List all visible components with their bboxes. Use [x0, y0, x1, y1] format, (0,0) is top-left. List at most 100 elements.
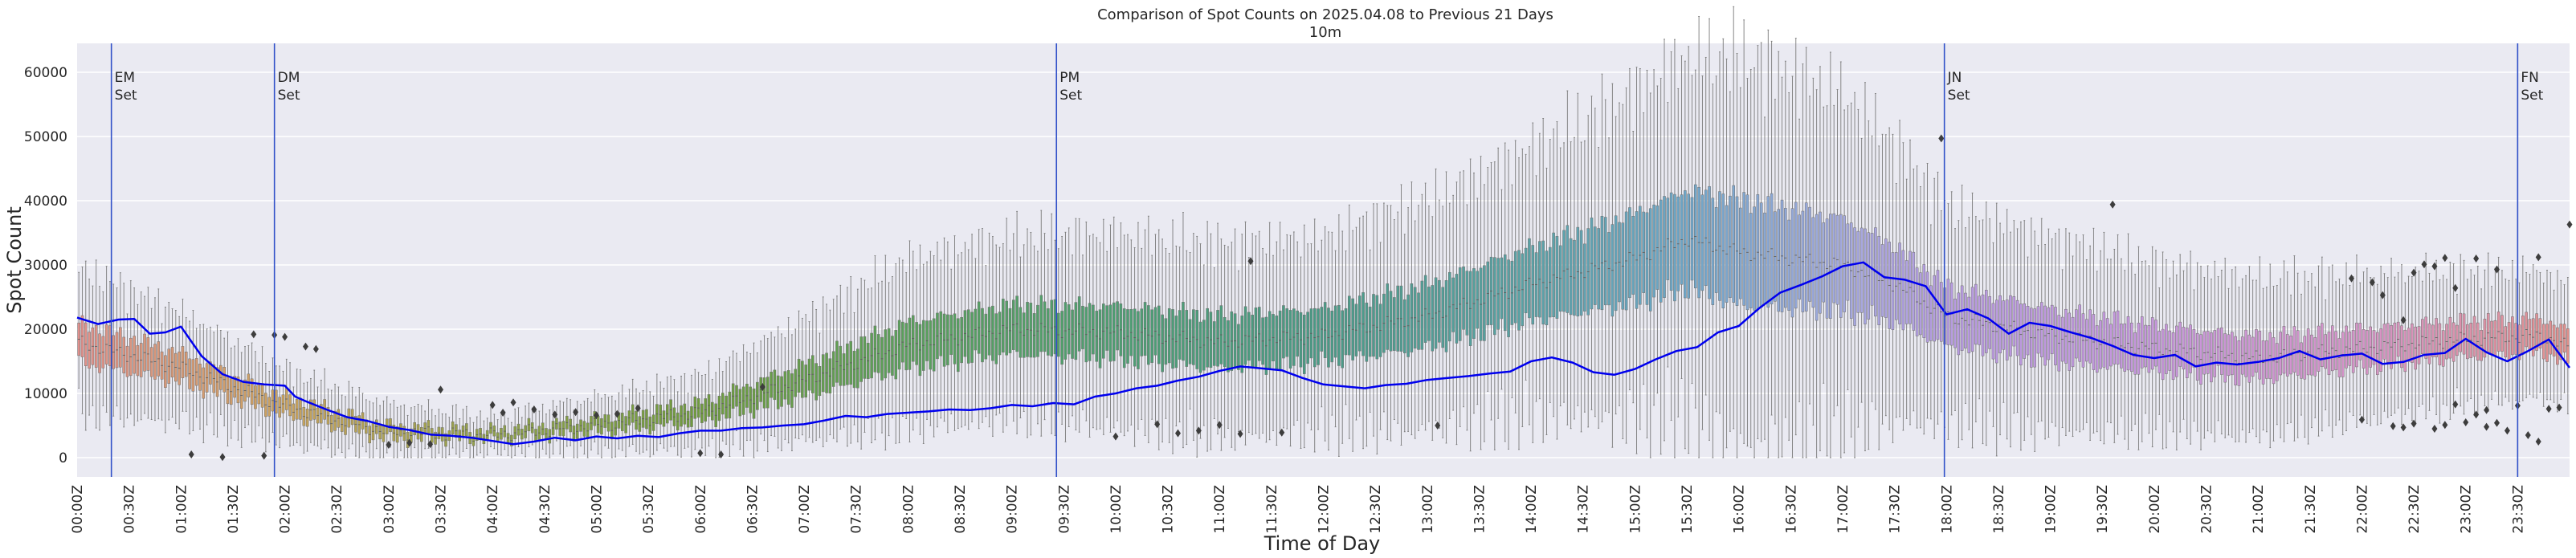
outlier-point — [718, 450, 725, 458]
outlier-point — [2545, 405, 2552, 413]
outlier-point — [1216, 421, 1223, 430]
outlier-point — [219, 453, 226, 462]
outlier-point — [312, 344, 319, 353]
outlier-point — [635, 404, 641, 413]
outlier-point — [2473, 410, 2480, 419]
x-tick-label: 03:00Z — [382, 485, 398, 534]
x-tick-label: 15:00Z — [1627, 485, 1643, 534]
outlier-point — [438, 385, 444, 394]
x-tick-label: 00:00Z — [70, 485, 86, 534]
x-tick-label: 19:00Z — [2043, 485, 2060, 534]
outlier-point — [251, 330, 257, 339]
x-tick-label: 17:30Z — [1888, 485, 1904, 534]
x-tick-label: 10:00Z — [1108, 485, 1125, 534]
outlier-point — [614, 409, 620, 418]
outlier-point — [489, 401, 496, 409]
outlier-point — [1237, 430, 1243, 438]
event-label-dm-set: Set — [278, 88, 300, 104]
x-tick-label: 02:30Z — [329, 485, 345, 534]
y-axis-label: Spot Count — [3, 206, 26, 313]
outlier-point — [1435, 422, 1441, 430]
event-label-jn-set: JN — [1947, 70, 1962, 86]
x-tick-label: 01:00Z — [174, 485, 190, 534]
x-tick-label: 09:00Z — [1005, 485, 1021, 534]
x-tick-label: 10:30Z — [1161, 485, 1177, 534]
outlier-point — [261, 451, 267, 460]
outlier-point — [2484, 422, 2490, 431]
boxes — [77, 184, 2570, 449]
outlier-point — [2421, 260, 2427, 269]
event-label-pm-set: Set — [1059, 88, 1082, 104]
x-tick-label: 00:30Z — [122, 485, 138, 534]
outlier-point — [1174, 429, 1181, 438]
x-tick-labels: 00:00Z 00:30Z 01:00Z 01:30Z 02:00Z 02:30Z 03:0… — [70, 485, 2526, 534]
x-tick-label: 01:30Z — [226, 485, 242, 534]
x-axis-label: Time of Day — [1264, 532, 1381, 555]
x-tick-label: 23:30Z — [2510, 485, 2526, 534]
outlier-point — [1154, 420, 1161, 429]
outlier-point — [188, 450, 194, 458]
chart-subtitle: 10m — [1309, 24, 1341, 41]
y-tick-labels: 0 10000 20000 30000 40000 50000 60000 — [24, 65, 67, 466]
outlier-point — [1279, 428, 1285, 437]
x-tick-label: 20:00Z — [2147, 485, 2163, 534]
event-markers: EM Set DM Set PM Set JN Set FN Set — [110, 43, 2544, 477]
y-tick-label: 40000 — [24, 193, 67, 210]
outlier-point — [406, 438, 413, 447]
outlier-point — [2411, 268, 2417, 277]
x-tick-label: 14:00Z — [1524, 485, 1540, 534]
x-tick-label: 02:00Z — [278, 485, 294, 534]
outlier-point — [2431, 262, 2438, 271]
outlier-point — [759, 383, 765, 391]
outlier-point — [2463, 418, 2469, 426]
outlier-point — [2411, 419, 2417, 428]
x-tick-label: 23:00Z — [2459, 485, 2475, 534]
x-tick-label: 12:00Z — [1317, 485, 1333, 534]
outlier-point — [386, 441, 392, 449]
outlier-point — [2535, 438, 2541, 446]
x-tick-label: 16:00Z — [1732, 485, 1748, 534]
x-tick-label: 21:30Z — [2303, 485, 2319, 534]
x-tick-label: 05:00Z — [589, 485, 605, 534]
outlier-point — [2442, 421, 2448, 430]
x-tick-label: 11:30Z — [1264, 485, 1280, 534]
series-line-2025.04.08 — [76, 261, 2571, 446]
outlier-point — [427, 440, 434, 449]
x-tick-label: 08:00Z — [900, 485, 917, 534]
outlier-point — [2493, 265, 2500, 274]
x-tick-label: 15:30Z — [1680, 485, 1696, 534]
outlier-point — [2452, 400, 2459, 409]
x-tick-label: 04:30Z — [537, 485, 553, 534]
outlier-point — [2535, 253, 2541, 262]
x-tick-label: 22:30Z — [2407, 485, 2423, 534]
outlier-point — [510, 398, 516, 407]
outlier-point — [302, 342, 308, 351]
outlier-point — [2431, 425, 2438, 433]
outlier-point — [2358, 415, 2365, 424]
outliers — [188, 134, 2573, 462]
outlier-point — [2566, 220, 2573, 229]
event-label-pm-set: PM — [1059, 70, 1080, 86]
x-tick-label: 22:00Z — [2354, 485, 2370, 534]
y-tick-label: 60000 — [24, 65, 67, 81]
x-tick-label: 18:00Z — [1939, 485, 1955, 534]
outlier-point — [531, 405, 537, 413]
x-tick-label: 07:30Z — [849, 485, 865, 534]
outlier-point — [500, 409, 506, 417]
outlier-point — [2525, 431, 2531, 439]
outlier-point — [1938, 134, 1945, 143]
outlier-point — [2400, 423, 2407, 432]
x-tick-label: 07:00Z — [797, 485, 813, 534]
outlier-point — [1247, 257, 1254, 266]
outlier-point — [2504, 426, 2510, 435]
x-tick-label: 03:30Z — [434, 485, 450, 534]
event-label-dm-set: DM — [278, 70, 300, 86]
outlier-point — [1112, 432, 1119, 441]
x-tick-label: 08:30Z — [953, 485, 969, 534]
outlier-point — [2369, 278, 2375, 287]
outlier-point — [2379, 291, 2386, 299]
x-tick-label: 17:00Z — [1835, 485, 1851, 534]
plot-area — [77, 43, 2570, 477]
outlier-point — [2484, 405, 2490, 414]
